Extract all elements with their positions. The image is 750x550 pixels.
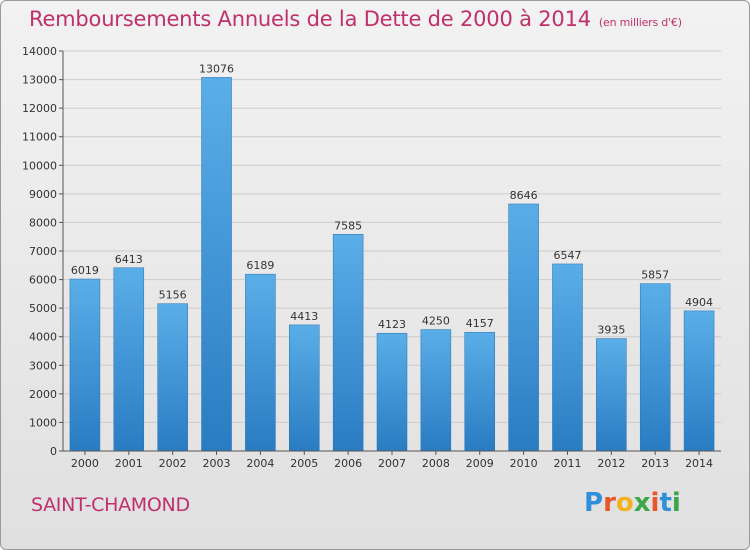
logo-letter: r [603,488,616,518]
x-tick-label: 2008 [422,457,450,470]
y-tick-label: 0 [50,445,57,458]
data-label: 6547 [553,249,581,262]
bar [289,324,320,452]
data-label: 5156 [159,289,187,302]
x-tick-label: 2003 [203,457,231,470]
bar [596,338,627,452]
data-label: 8646 [510,189,538,202]
y-tick-label: 3000 [29,359,57,372]
data-label: 4123 [378,318,406,331]
y-tick-label: 4000 [29,331,57,344]
data-label: 6189 [246,259,274,272]
title-text: Remboursements Annuels de la Dette de 20… [29,7,591,31]
data-label: 7585 [334,219,362,232]
bar [245,273,276,452]
y-tick-label: 8000 [29,216,57,229]
x-tick-label: 2007 [378,457,406,470]
data-label: 13076 [199,62,234,75]
bar [332,234,364,452]
y-tick-label: 2000 [29,388,57,401]
x-tick-label: 2001 [115,457,143,470]
data-label: 4904 [685,296,713,309]
bar [113,267,145,452]
unit-note: (en milliers d'€) [598,16,682,29]
city-name: SAINT-CHAMOND [31,494,190,516]
bar [464,331,495,452]
data-label: 4413 [290,310,318,323]
chart-title: Remboursements Annuels de la Dette de 20… [29,7,682,31]
proxiti-logo[interactable]: Proxiti [584,488,681,518]
x-tick-label: 2012 [597,457,625,470]
bar [639,283,671,452]
x-tick-label: 2014 [685,457,713,470]
bar [552,263,583,452]
data-label: 5857 [641,269,669,282]
logo-letter: x [633,488,651,518]
bar [201,77,232,452]
y-tick-label: 13000 [22,74,57,87]
data-label: 4250 [422,315,450,328]
logo-letter: o [615,488,634,518]
y-tick-label: 14000 [22,45,57,58]
bar [420,329,452,452]
bar [157,303,188,452]
data-label: 6019 [71,264,99,277]
logo-letter: t [659,488,672,518]
bar [69,278,101,452]
bar [683,310,715,452]
data-label: 4157 [466,317,494,330]
x-tick-label: 2009 [466,457,494,470]
x-tick-label: 2011 [553,457,581,470]
bar [376,332,408,452]
data-label: 3935 [597,324,625,337]
y-tick-label: 9000 [29,188,57,201]
x-tick-label: 2004 [246,457,274,470]
y-tick-label: 11000 [22,131,57,144]
y-tick-label: 12000 [22,102,57,115]
x-tick-label: 2002 [159,457,187,470]
x-tick-label: 2010 [510,457,538,470]
x-tick-label: 2005 [290,457,318,470]
x-tick-label: 2000 [71,457,99,470]
logo-letter: i [671,488,681,518]
y-tick-label: 6000 [29,274,57,287]
y-tick-label: 10000 [22,159,57,172]
y-tick-label: 7000 [29,245,57,258]
data-label: 6413 [115,253,143,266]
x-tick-label: 2006 [334,457,362,470]
y-tick-label: 1000 [29,416,57,429]
bar [508,203,539,452]
logo-letter: i [650,488,660,518]
logo-letter: P [584,488,604,518]
x-tick-label: 2013 [641,457,669,470]
y-tick-label: 5000 [29,302,57,315]
